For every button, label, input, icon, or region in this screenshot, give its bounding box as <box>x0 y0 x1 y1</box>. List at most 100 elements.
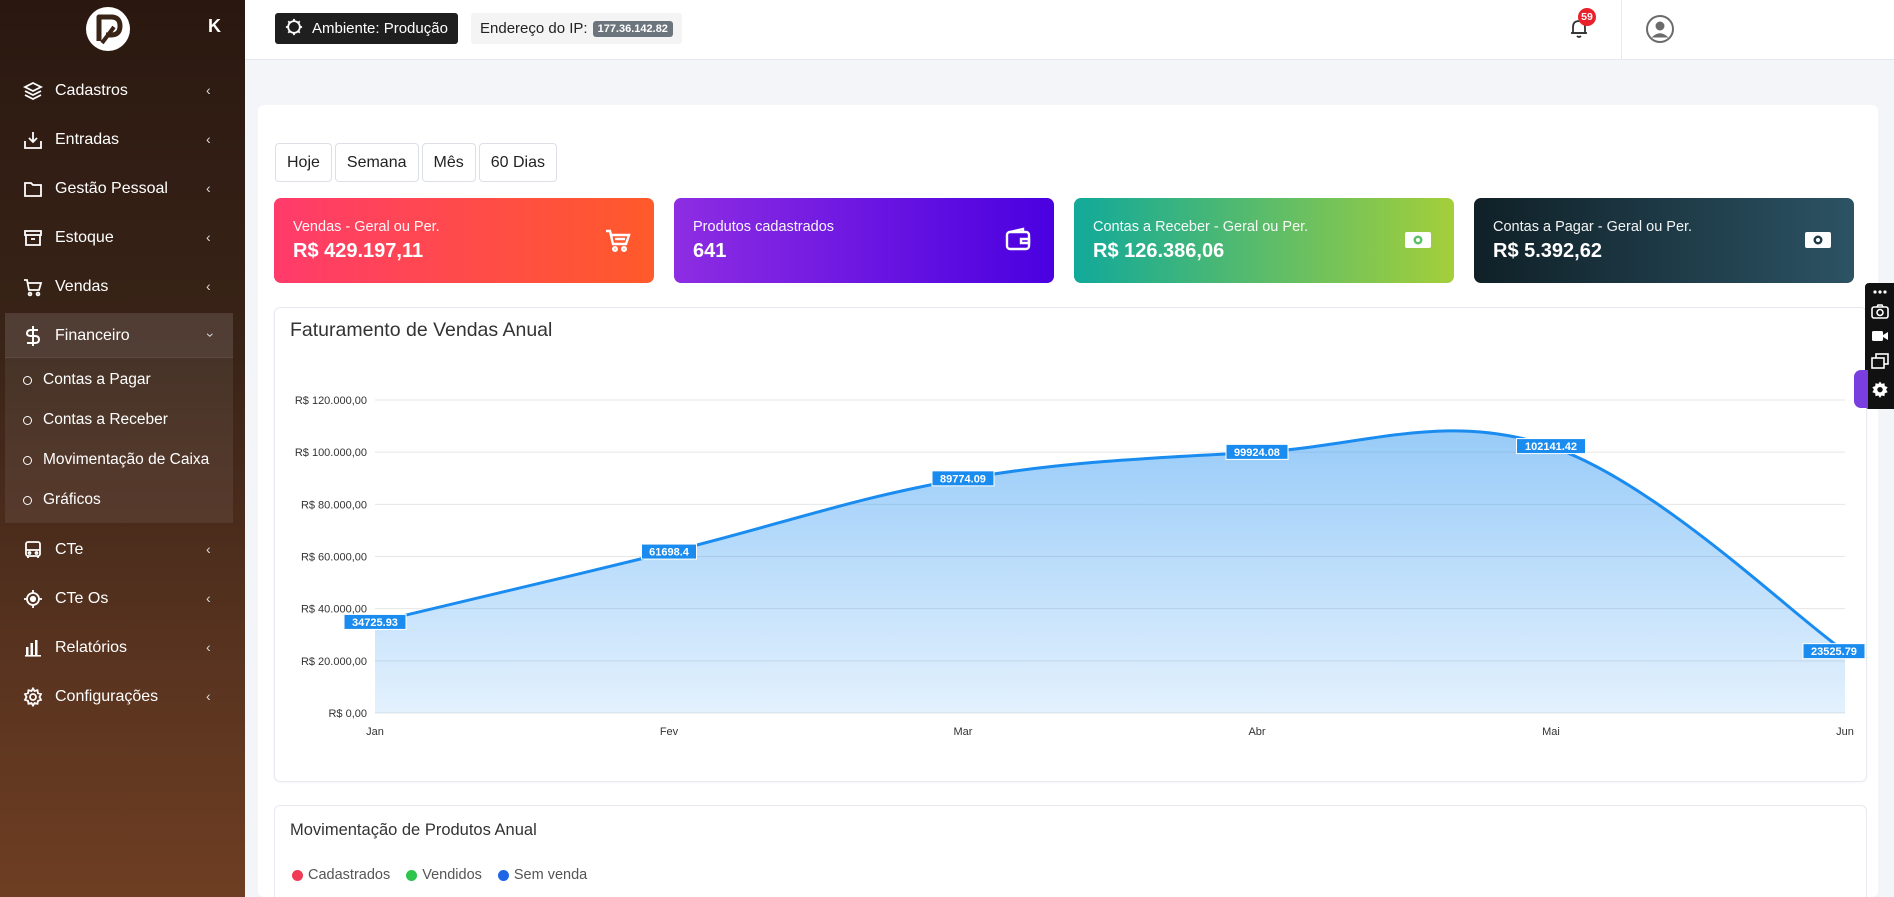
sidebar-item-estoque[interactable]: Estoque ‹ <box>0 215 245 260</box>
y-tick-label: R$ 100.000,00 <box>295 447 367 459</box>
more-icon[interactable] <box>1871 287 1889 297</box>
filter-60-dias-button[interactable]: 60 Dias <box>478 143 557 182</box>
chevron-down-icon: ‹ <box>200 332 217 338</box>
submenu-item-contas-a-receber[interactable]: Contas a Receber <box>23 411 168 429</box>
cart-icon <box>606 229 631 253</box>
sidebar-item-label: Entradas <box>55 130 120 148</box>
bar-chart-icon <box>22 637 44 659</box>
x-tick-label: Mar <box>954 726 973 738</box>
environment-badge[interactable]: Ambiente: Produção <box>275 13 458 44</box>
sidebar-item-label: Relatórios <box>55 638 128 656</box>
circle-icon <box>23 455 32 465</box>
chevron-left-icon: ‹ <box>206 229 211 245</box>
legend-dot <box>406 869 418 881</box>
submenu-item-contas-a-pagar[interactable]: Contas a Pagar <box>23 371 151 389</box>
sidebar-item-cte[interactable]: CTe ‹ <box>0 527 245 572</box>
data-label: 23525.79 <box>1811 646 1857 658</box>
archive-icon <box>22 227 44 249</box>
submenu-item-movimentacao-de-caixa[interactable]: Movimentação de Caixa <box>23 451 209 469</box>
sidebar-item-relatorios[interactable]: Relatórios ‹ <box>0 625 245 670</box>
kpi-label: Vendas - Geral ou Per. <box>293 219 440 235</box>
ip-value-badge: 177.36.142.82 <box>592 20 673 37</box>
legend-label: Sem venda <box>513 867 588 883</box>
crosshair-icon <box>22 588 44 610</box>
floating-toolbar <box>1865 283 1894 409</box>
kpi-value: R$ 429.197,11 <box>293 240 424 262</box>
download-icon <box>22 129 44 151</box>
data-label: 61698.4 <box>649 547 690 559</box>
video-icon[interactable] <box>1871 328 1889 344</box>
data-label-box <box>343 613 407 630</box>
sidebar-item-label: CTe <box>55 540 84 558</box>
submenu-label: Contas a Receber <box>43 411 168 428</box>
camera-icon[interactable] <box>1871 303 1889 319</box>
cart-icon <box>22 276 44 298</box>
sidebar-item-entradas[interactable]: Entradas ‹ <box>0 117 245 162</box>
circle-icon <box>23 415 32 425</box>
user-avatar-icon[interactable] <box>1645 14 1675 44</box>
circle-icon <box>23 495 32 505</box>
data-label-box <box>1516 438 1586 455</box>
x-tick-label: Jan <box>366 726 384 738</box>
area-fill <box>375 430 1845 713</box>
filter-semana-button[interactable]: Semana <box>334 143 419 182</box>
sidebar-header: K <box>0 0 245 60</box>
gear-icon <box>22 686 44 708</box>
sidebar-item-cadastros[interactable]: Cadastros ‹ <box>0 68 245 113</box>
y-tick-label: R$ 60.000,00 <box>301 552 367 564</box>
sales-chart-card: Faturamento de Vendas Anual R$ 0,00 R$ 20… <box>274 307 1867 782</box>
sidebar-item-label: Estoque <box>55 228 114 246</box>
product-movement-title: Movimentação de Produtos Anual <box>290 821 537 839</box>
circle-icon <box>23 375 32 385</box>
filter-hoje-button[interactable]: Hoje <box>275 143 332 182</box>
bus-icon <box>22 539 44 561</box>
kpi-label: Contas a Pagar - Geral ou Per. <box>1493 219 1693 235</box>
sidebar-item-financeiro[interactable]: Financeiro ‹ <box>5 313 233 358</box>
series-line <box>374 429 1846 653</box>
kpi-value: R$ 126.386,06 <box>1093 240 1225 262</box>
y-tick-label: R$ 80.000,00 <box>301 499 367 511</box>
y-tick-label: R$ 0,00 <box>328 708 367 720</box>
x-tick-label: Fev <box>660 726 679 738</box>
filter-mes-button[interactable]: Mês <box>421 143 476 182</box>
layers-icon <box>22 80 44 102</box>
sidebar-collapse-button[interactable]: K <box>208 16 221 36</box>
legend-item-sem-venda[interactable]: Sem venda <box>497 867 588 883</box>
sidebar-item-gestao-pessoal[interactable]: Gestão Pessoal ‹ <box>0 166 245 211</box>
legend-label: Vendidos <box>422 867 482 883</box>
kpi-contas-receber[interactable]: Contas a Receber - Geral ou Per. R$ 126.… <box>1074 198 1454 283</box>
sidebar: K Cadastros ‹ Entradas ‹ Gestão Pessoal … <box>0 0 245 897</box>
gear-icon[interactable] <box>1871 381 1889 399</box>
kpi-value: 641 <box>693 240 727 262</box>
legend-label: Cadastrados <box>308 867 391 883</box>
sidebar-item-label: Gestão Pessoal <box>55 179 168 197</box>
legend-dot <box>497 869 509 881</box>
product-movement-legend: Cadastrados Vendidos Sem venda <box>292 867 587 883</box>
kpi-label: Produtos cadastrados <box>693 219 835 235</box>
sidebar-item-configuracoes[interactable]: Configurações ‹ <box>0 674 245 719</box>
data-label-box <box>1225 443 1289 460</box>
sidebar-item-vendas[interactable]: Vendas ‹ <box>0 264 245 309</box>
legend-item-vendidos[interactable]: Vendidos <box>406 867 482 883</box>
sidebar-item-label: Vendas <box>55 277 109 295</box>
sidebar-item-label: Configurações <box>55 687 159 705</box>
copy-icon[interactable] <box>1871 353 1889 369</box>
kpi-contas-pagar[interactable]: Contas a Pagar - Geral ou Per. R$ 5.392,… <box>1474 198 1854 283</box>
submenu-label: Contas a Pagar <box>43 371 151 388</box>
product-movement-card: Movimentação de Produtos Anual Cadastrad… <box>274 805 1867 897</box>
kpi-vendas[interactable]: Vendas - Geral ou Per. R$ 429.197,11 <box>274 198 654 283</box>
data-label: 34725.93 <box>352 617 398 629</box>
y-tick-label: R$ 20.000,00 <box>301 656 367 668</box>
period-filters: Hoje Semana Mês 60 Dias <box>275 143 557 182</box>
ip-address: Endereço do IP: 177.36.142.82 <box>471 13 682 44</box>
sidebar-item-cte-os[interactable]: CTe Os ‹ <box>0 576 245 621</box>
sidebar-item-label: Cadastros <box>55 81 128 99</box>
legend-item-cadastrados[interactable]: Cadastrados <box>292 867 390 883</box>
submenu-item-graficos[interactable]: Gráficos <box>23 491 101 509</box>
data-label: 89774.09 <box>940 473 986 485</box>
side-panel-tab[interactable] <box>1854 370 1868 408</box>
sidebar-item-label: Financeiro <box>55 326 130 344</box>
kpi-produtos[interactable]: Produtos cadastrados 641 <box>674 198 1054 283</box>
y-tick-label: R$ 40.000,00 <box>301 604 367 616</box>
app-logo[interactable] <box>84 5 132 53</box>
